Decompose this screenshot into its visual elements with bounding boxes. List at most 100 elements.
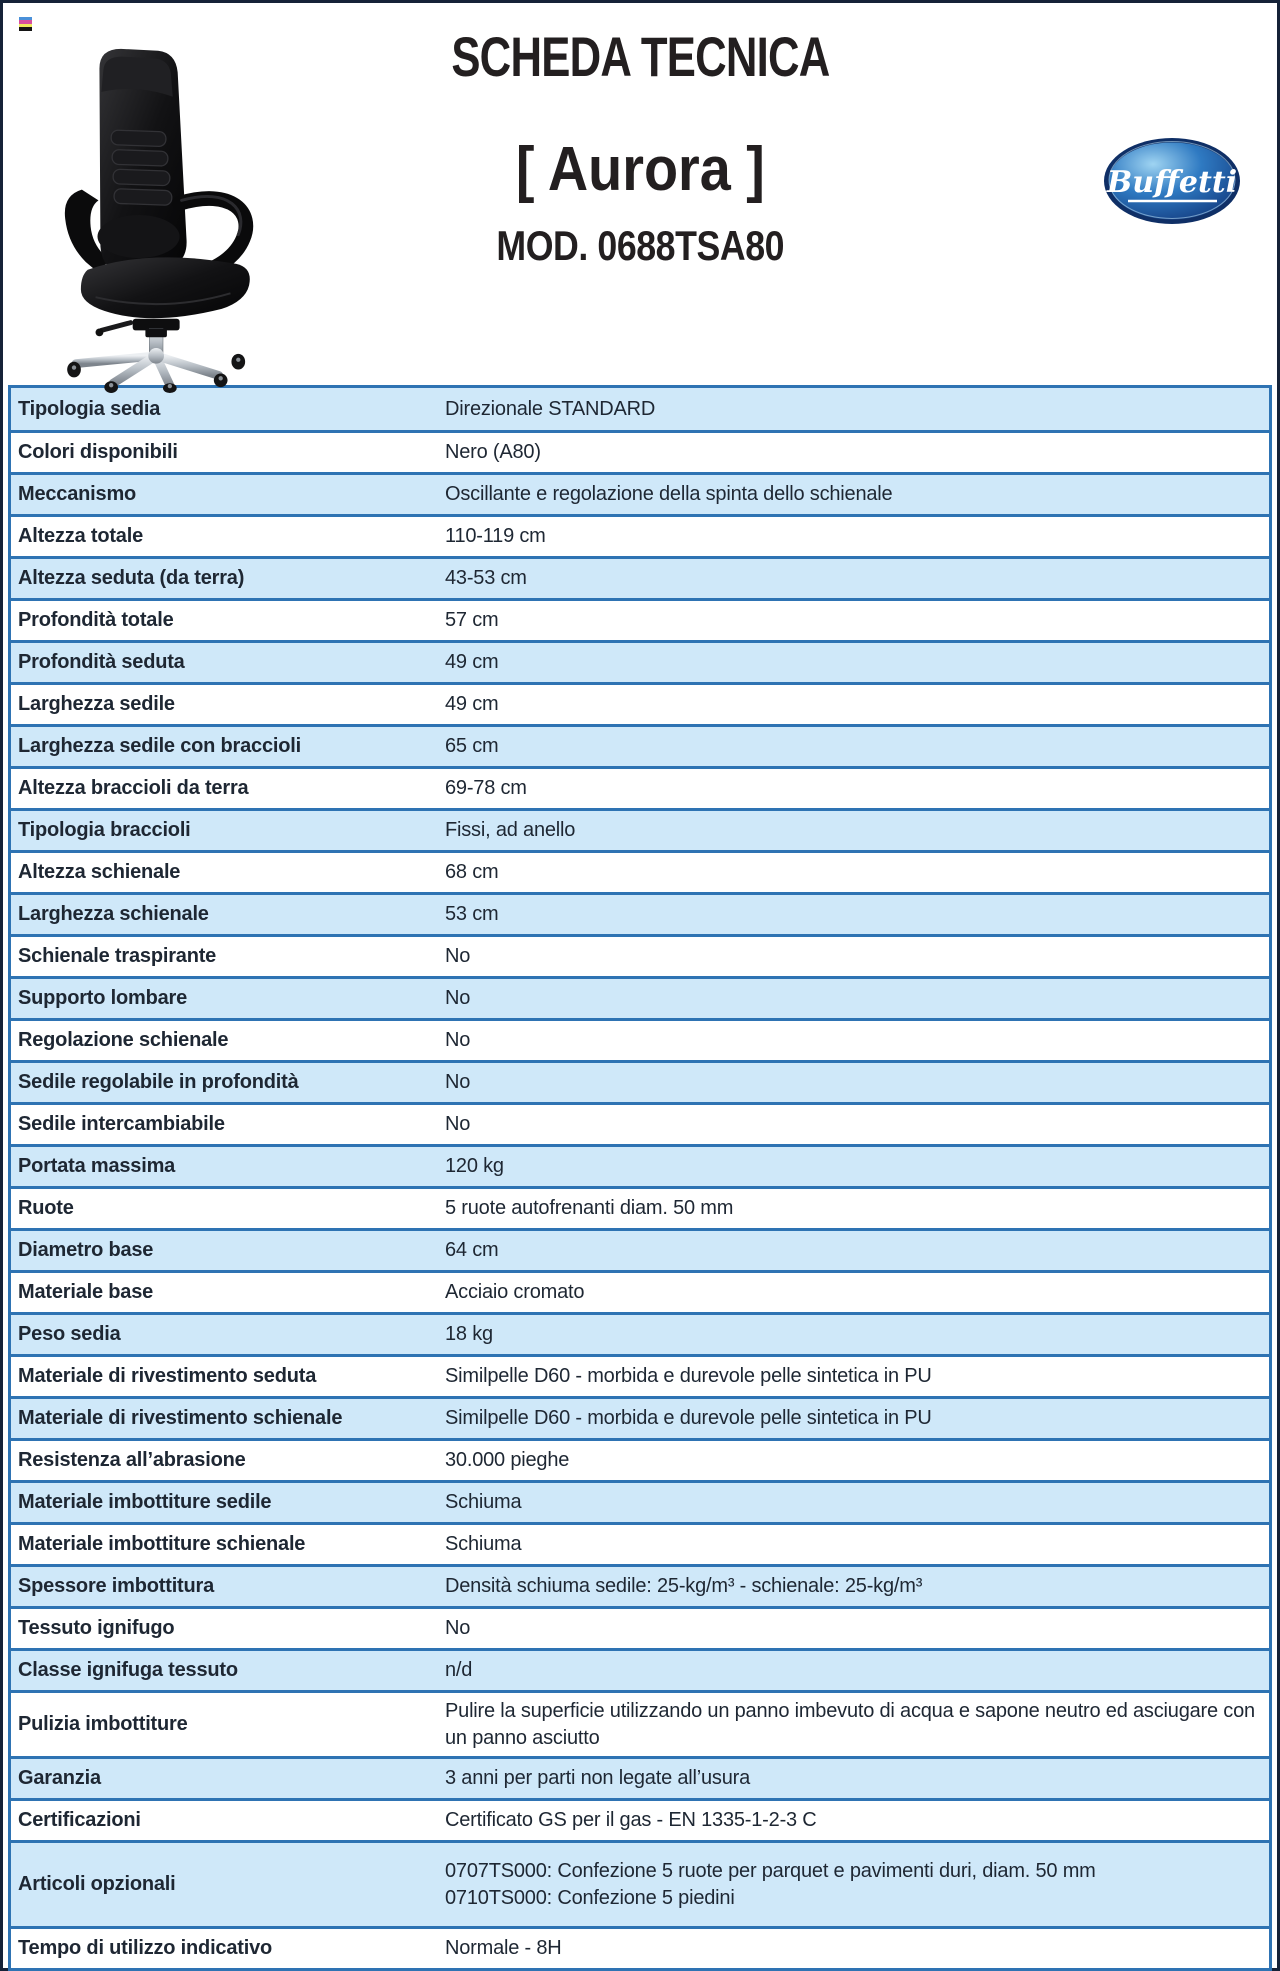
row-label: Resistenza all’abrasione (18, 1449, 246, 1471)
table-row: Tipologia sedia Direzionale STANDARD (11, 388, 1269, 430)
row-value: Schiuma (445, 1533, 522, 1556)
row-label: Peso sedia (18, 1323, 121, 1345)
table-row: Altezza totale 110-119 cm (11, 514, 1269, 556)
row-value: Densità schiuma sedile: 25-kg/m³ - schie… (445, 1575, 923, 1598)
row-value: 18 kg (445, 1323, 493, 1346)
table-row: Sedile intercambiabile No (11, 1102, 1269, 1144)
row-label: Larghezza sedile (18, 693, 175, 715)
row-value: 68 cm (445, 861, 499, 884)
table-row: Supporto lombare No (11, 976, 1269, 1018)
row-label: Classe ignifuga tessuto (18, 1659, 238, 1681)
row-value: No (445, 1113, 471, 1136)
row-label: Schienale traspirante (18, 945, 217, 967)
model-number: MOD. 0688TSA80 (496, 222, 784, 269)
row-value: 64 cm (445, 1239, 499, 1262)
row-label: Tempo di utilizzo indicativo (18, 1937, 273, 1959)
row-label: Pulizia imbottiture (18, 1713, 188, 1735)
row-label: Materiale di rivestimento schienale (18, 1407, 343, 1429)
table-row: Spessore imbottitura Densità schiuma sedi… (11, 1564, 1269, 1606)
row-value: 65 cm (445, 735, 499, 758)
table-row: Tessuto ignifugo No (11, 1606, 1269, 1648)
table-row: Larghezza schienale 53 cm (11, 892, 1269, 934)
table-row: Larghezza sedile 49 cm (11, 682, 1269, 724)
row-label: Supporto lombare (18, 987, 188, 1009)
row-value: Similpelle D60 - morbida e durevole pell… (445, 1365, 932, 1388)
row-value: Normale - 8H (445, 1937, 562, 1960)
row-value: No (445, 987, 471, 1010)
row-value: 5 ruote autofrenanti diam. 50 mm (445, 1197, 734, 1220)
row-value: 30.000 pieghe (445, 1449, 570, 1472)
row-value: Certificato GS per il gas - EN 1335-1-2-… (445, 1809, 817, 1832)
row-label: Garanzia (18, 1767, 101, 1789)
row-value: No (445, 1617, 471, 1640)
row-value: No (445, 1029, 471, 1052)
row-label: Tessuto ignifugo (18, 1617, 175, 1639)
row-label: Profondità seduta (18, 651, 185, 673)
table-row: Portata massima 120 kg (11, 1144, 1269, 1186)
row-value: Pulire la superficie utilizzando un pann… (445, 1700, 1255, 1749)
row-label: Sedile regolabile in profondità (18, 1071, 299, 1093)
table-row: Peso sedia 18 kg (11, 1312, 1269, 1354)
row-label: Larghezza schienale (18, 903, 209, 925)
row-label: Materiale imbottiture sedile (18, 1491, 272, 1513)
row-value: 49 cm (445, 651, 499, 674)
row-value: Oscillante e regolazione della spinta de… (445, 483, 893, 506)
table-row: Altezza seduta (da terra) 43-53 cm (11, 556, 1269, 598)
row-label: Tipologia braccioli (18, 819, 191, 841)
table-row: Ruote 5 ruote autofrenanti diam. 50 mm (11, 1186, 1269, 1228)
row-value: Similpelle D60 - morbida e durevole pell… (445, 1407, 932, 1430)
row-label: Altezza schienale (18, 861, 181, 883)
row-label: Altezza totale (18, 525, 144, 547)
row-value: Schiuma (445, 1491, 522, 1514)
row-label: Sedile intercambiabile (18, 1113, 225, 1135)
table-row: Diametro base 64 cm (11, 1228, 1269, 1270)
table-row: Tipologia braccioli Fissi, ad anello (11, 808, 1269, 850)
row-value: 43-53 cm (445, 567, 527, 590)
row-value: 3 anni per parti non legate all’usura (445, 1767, 751, 1790)
row-value: 120 kg (445, 1155, 504, 1178)
row-label: Diametro base (18, 1239, 154, 1261)
row-value: 49 cm (445, 693, 499, 716)
table-row: Resistenza all’abrasione 30.000 pieghe (11, 1438, 1269, 1480)
table-row: Articoli opzionali 0707TS000: Confezione … (11, 1840, 1269, 1926)
table-row: Materiale imbottiture schienale Schiuma (11, 1522, 1269, 1564)
row-label: Portata massima (18, 1155, 176, 1177)
row-value: Acciaio cromato (445, 1281, 585, 1304)
buffetti-logo-text: Buffetti (1106, 165, 1237, 200)
buffetti-logo: Buffetti (1104, 138, 1240, 224)
header: SCHEDA TECNICA [ Aurora ] MOD. 0688TSA80… (3, 3, 1277, 393)
row-label: Meccanismo (18, 483, 137, 505)
table-row: Tempo di utilizzo indicativo Normale - 8H (11, 1926, 1269, 1968)
color-registration-bars-icon (19, 17, 32, 31)
row-label: Colori disponibili (18, 441, 178, 463)
table-row: Materiale di rivestimento schienale Simil… (11, 1396, 1269, 1438)
table-row: Classe ignifuga tessuto n/d (11, 1648, 1269, 1690)
table-row: Materiale imbottiture sedile Schiuma (11, 1480, 1269, 1522)
row-value: 110-119 cm (445, 525, 546, 548)
row-value: No (445, 945, 471, 968)
row-label: Ruote (18, 1197, 74, 1219)
table-row: Profondità totale 57 cm (11, 598, 1269, 640)
row-label: Altezza seduta (da terra) (18, 567, 245, 589)
chair-photo (64, 48, 254, 393)
row-value: No (445, 1071, 471, 1094)
row-value: n/d (445, 1659, 473, 1682)
table-row: Regolazione schienale No (11, 1018, 1269, 1060)
table-row: Meccanismo Oscillante e regolazione della… (11, 472, 1269, 514)
spec-table: Tipologia sedia Direzionale STANDARD Color… (8, 385, 1272, 1971)
row-label: Spessore imbottitura (18, 1575, 215, 1597)
row-label: Materiale imbottiture schienale (18, 1533, 306, 1555)
row-value: 57 cm (445, 609, 499, 632)
title-block: SCHEDA TECNICA [ Aurora ] MOD. 0688TSA80 (3, 29, 1277, 267)
row-value: 69-78 cm (445, 777, 527, 800)
table-row: Materiale di rivestimento seduta Similpel… (11, 1354, 1269, 1396)
row-label: Profondità totale (18, 609, 174, 631)
table-row: Materiale base Acciaio cromato (11, 1270, 1269, 1312)
table-row: Profondità seduta 49 cm (11, 640, 1269, 682)
table-row: Garanzia 3 anni per parti non legate all’… (11, 1756, 1269, 1798)
row-value: 0707TS000: Confezione 5 ruote per parque… (445, 1860, 1096, 1909)
row-value: Direzionale STANDARD (445, 397, 656, 420)
table-row: Pulizia imbottiture Pulire la superficie … (11, 1690, 1269, 1756)
row-label: Materiale base (18, 1281, 154, 1303)
